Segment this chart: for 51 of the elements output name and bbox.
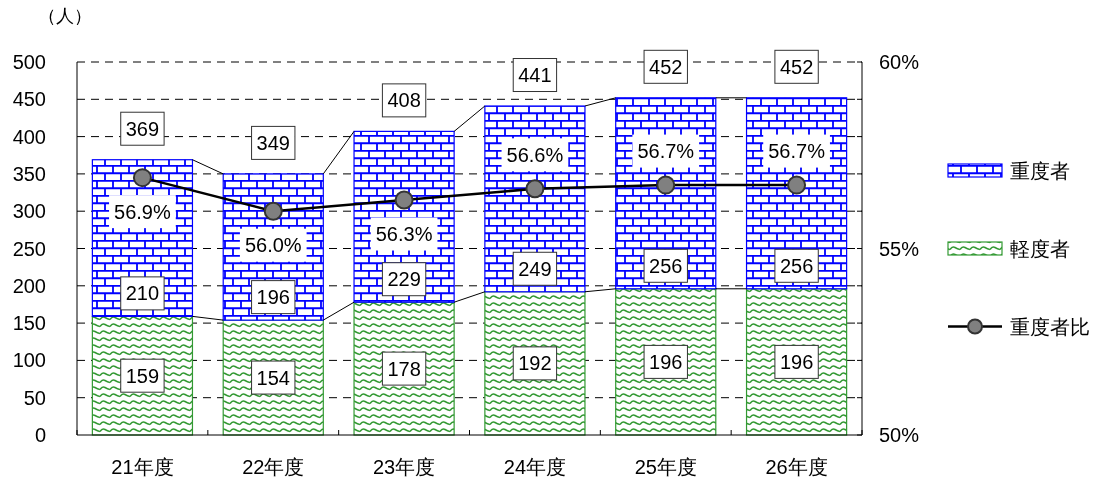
data-label: 249 [518, 257, 552, 280]
x-tick-label: 22年度 [242, 456, 305, 478]
data-label: 56.6% [506, 143, 564, 166]
y-tick-label: 100 [12, 349, 46, 372]
data-label: 192 [518, 352, 552, 375]
data-label: 56.3% [375, 223, 433, 246]
data-label: 154 [256, 366, 290, 389]
data-label: 159 [125, 364, 160, 387]
data-label: 196 [256, 286, 290, 309]
data-label: 256 [649, 254, 683, 277]
y-tick-label: 150 [12, 312, 46, 335]
total-label: 408 [387, 89, 421, 112]
total-label: 441 [518, 64, 552, 87]
x-tick-label: 25年度 [634, 456, 697, 478]
x-tick-label: 24年度 [503, 456, 567, 478]
data-label: 196 [779, 350, 814, 373]
total-label: 369 [125, 117, 160, 140]
x-tick-label: 23年度 [372, 456, 436, 478]
data-label: 56.7% [637, 140, 695, 163]
data-label: 229 [387, 268, 421, 291]
x-tick-label: 26年度 [765, 456, 828, 478]
total-label: 349 [256, 131, 290, 154]
data-label: 178 [387, 357, 421, 380]
y-axis-title: （人） [38, 6, 92, 26]
y-tick-label: 250 [12, 237, 46, 260]
y2-tick-label: 55% [879, 237, 920, 260]
x-tick-label: 21年度 [111, 456, 174, 478]
data-label: 56.0% [244, 234, 302, 257]
legend-label: 重度者 [1010, 159, 1070, 182]
data-label: 196 [649, 350, 683, 373]
bar [745, 288, 848, 436]
data-label: 210 [125, 282, 160, 305]
y-tick-label: 500 [12, 51, 46, 73]
y-tick-label: 400 [12, 125, 46, 148]
bar [484, 291, 586, 436]
legend-label: 重度者比 [1010, 315, 1090, 338]
y-tick-label: 350 [12, 162, 46, 185]
y-tick-label: 200 [12, 274, 46, 297]
y-tick-label: 0 [34, 424, 46, 446]
total-label: 452 [779, 55, 814, 78]
data-label: 56.9% [114, 200, 171, 223]
y2-tick-label: 50% [879, 424, 920, 446]
y-tick-label: 50 [23, 386, 46, 409]
legend-label: 軽度者 [1010, 237, 1070, 260]
y2-tick-label: 60% [879, 51, 920, 73]
y-tick-label: 300 [12, 200, 46, 223]
y-tick-label: 450 [12, 88, 46, 111]
bar [615, 288, 717, 436]
total-label: 452 [649, 55, 683, 78]
data-label: 256 [779, 254, 814, 277]
data-label: 56.7% [768, 140, 826, 163]
